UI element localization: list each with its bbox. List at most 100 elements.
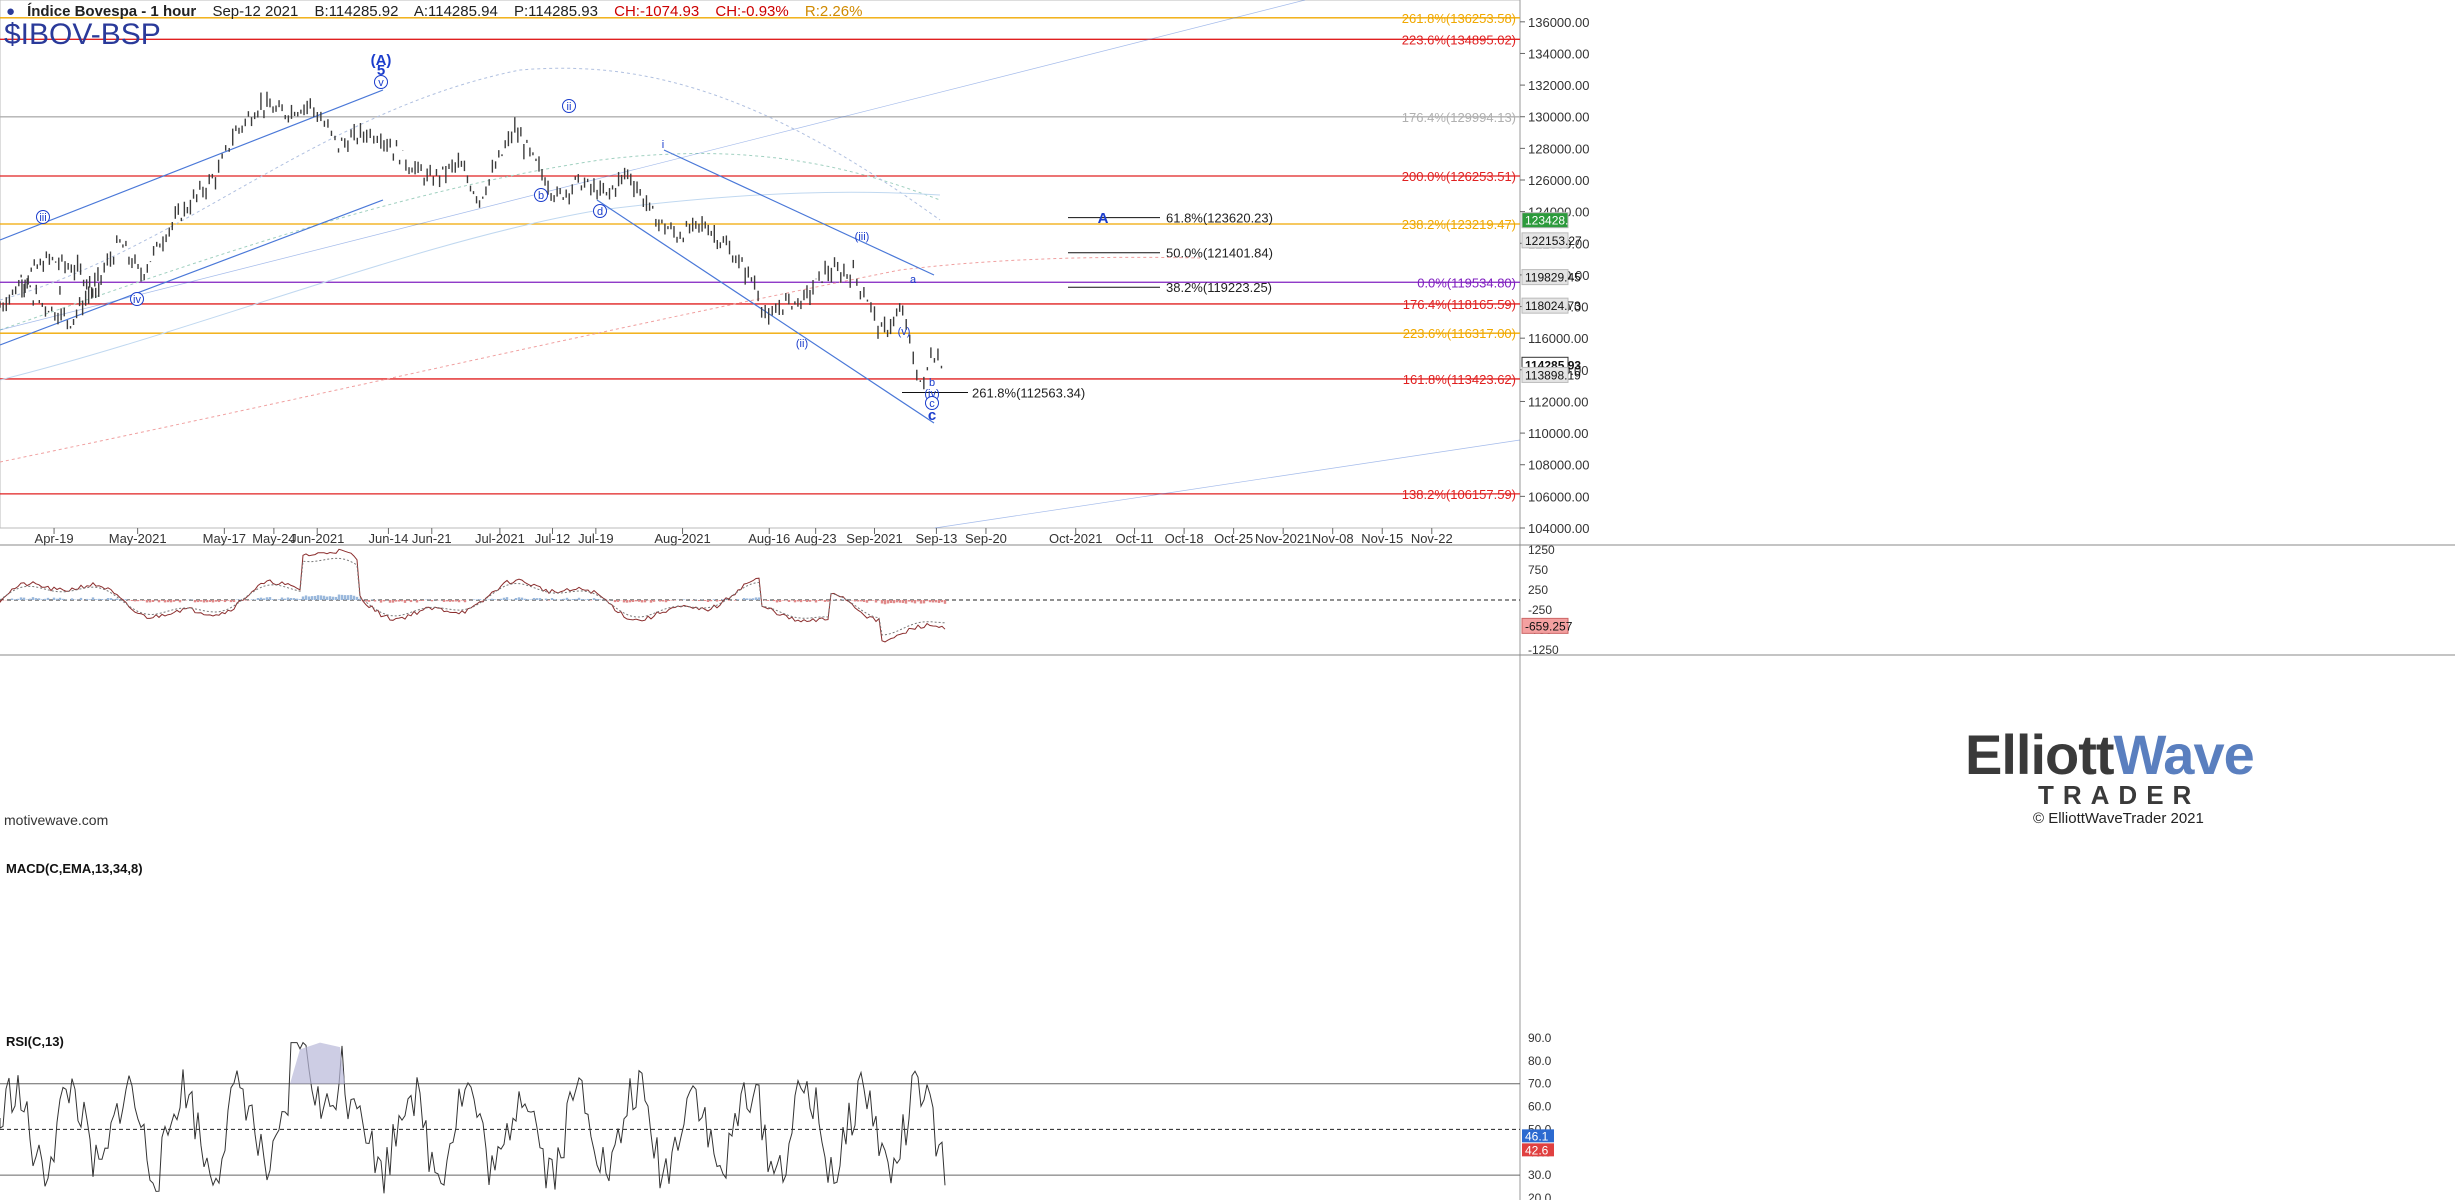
y-tick-label: 128000.00 [1528, 141, 1589, 156]
wave-label: ii [567, 101, 572, 113]
wave-label: v [378, 77, 384, 89]
x-tick-label: Oct-18 [1165, 531, 1204, 546]
logo-trader: TRADER [2038, 780, 2201, 810]
x-tick-label: May-17 [203, 531, 246, 546]
x-tick-label: Nov-2021 [1255, 531, 1311, 546]
wave-circle [534, 188, 548, 202]
wave-label: d [597, 206, 603, 218]
price-tag [1521, 297, 1569, 314]
fib-target-label: 50.0%(121401.84) [1166, 246, 1273, 261]
wave-label: (iii) [855, 231, 870, 243]
wave-circle [925, 396, 939, 410]
price-bars [0, 91, 943, 390]
channel-line [934, 439, 1521, 529]
rsi-overbought-fill [290, 1042, 345, 1084]
x-tick-label: Oct-11 [1116, 531, 1154, 546]
watermark: motivewave.com [4, 812, 109, 828]
quote-ask: A:114285.94 [413, 3, 498, 20]
y-tick-label: 136000.00 [1528, 15, 1589, 30]
fib-target-label: 61.8%(123620.23) [1166, 211, 1273, 226]
copyright: © ElliottWaveTrader 2021 [2033, 810, 2204, 827]
macd-value-label: -659.257 [1525, 619, 1573, 633]
rsi-value-label: 46.1 [1525, 1129, 1549, 1143]
x-tick-label: Aug-2021 [654, 531, 710, 546]
price-tag [1521, 232, 1569, 249]
price-tag-label: 118024.73 [1525, 299, 1581, 313]
x-tick-label: Jun-21 [412, 531, 452, 546]
ma-curve [0, 191, 941, 381]
rsi-value-tag [1522, 1143, 1554, 1157]
macd-tick-label: -1250 [1528, 643, 1559, 657]
quote-range: R:2.26% [804, 3, 863, 20]
quote-price: P:114285.93 [513, 3, 598, 20]
fib-level-label: 223.6%(134895.02) [1402, 32, 1516, 47]
x-tick-label: Nov-08 [1312, 531, 1354, 546]
x-tick-label: Sep-13 [915, 531, 957, 546]
symbol-label: $IBOV-BSP [4, 18, 161, 51]
rsi-tick-label: 90.0 [1528, 1031, 1552, 1045]
wave-circle [130, 292, 144, 306]
price-tag-label: 113898.19 [1525, 368, 1581, 382]
wave-label: (A) [371, 52, 392, 69]
fib-level-label: 200.0%(126253.51) [1402, 169, 1516, 184]
y-tick-label: 126000.00 [1528, 173, 1589, 188]
x-tick-label: Sep-20 [965, 531, 1007, 546]
quote-change: CH:-1074.93 [614, 3, 700, 20]
y-tick-label: 116000.00 [1528, 331, 1589, 346]
x-tick-label: Nov-15 [1361, 531, 1403, 546]
rsi-tick-label: 60.0 [1528, 1100, 1552, 1114]
rsi-line [0, 1041, 946, 1194]
fib-level-label: 238.2%(123219.47) [1402, 217, 1516, 232]
rsi-panel: 90.080.070.060.050.040.030.020.046.142.6 [0, 1031, 1554, 1200]
rsi-tick-label: 80.0 [1528, 1054, 1552, 1068]
fib-level-label: 138.2%(106157.59) [1402, 487, 1516, 502]
macd-value-tag [1521, 617, 1569, 634]
quote-bid: B:114285.92 [314, 3, 399, 20]
wave-label: (iv) [924, 388, 939, 400]
price-tag [1521, 212, 1569, 229]
fib-target-label: 261.8%(112563.34) [972, 386, 1085, 401]
elliottwave-logo: ElliottWave [1965, 722, 2255, 787]
channel-line [0, 199, 384, 346]
y-tick-label: 106000.00 [1528, 489, 1589, 504]
macd-title: MACD(C,EMA,13,34,8) [6, 861, 143, 876]
macd-tick-label: 1250 [1528, 543, 1555, 557]
fib-level-label: 176.4%(129994.13) [1402, 110, 1516, 125]
wave-label: A [1098, 210, 1109, 227]
y-tick-label: 134000.00 [1528, 46, 1589, 61]
x-tick-label: Jul-2021 [475, 531, 525, 546]
quote-change-pct: CH:-0.93% [715, 3, 789, 20]
wave-label: a [910, 274, 917, 286]
wave-label: b [538, 190, 544, 202]
y-tick-label: 130000.00 [1528, 110, 1589, 125]
fib-target-label: 38.2%(119223.25) [1166, 280, 1272, 295]
x-tick-label: Oct-2021 [1049, 531, 1102, 546]
fib-level-label: 261.8%(136253.58) [1402, 11, 1516, 26]
wave-label: b [929, 377, 935, 389]
rsi-value-tag [1522, 1129, 1554, 1143]
x-tick-label: Oct-25 [1214, 531, 1253, 546]
x-tick-label: Jun-2021 [290, 531, 344, 546]
x-tick-label: Jun-14 [369, 531, 409, 546]
x-tick-label: May-2021 [109, 531, 167, 546]
rsi-tick-label: 20.0 [1528, 1191, 1552, 1200]
price-tag [1521, 366, 1569, 383]
wave-circle [36, 210, 50, 224]
wave-label: i [662, 139, 664, 151]
y-tick-label: 112000.00 [1528, 394, 1589, 409]
rsi-value-label: 42.6 [1525, 1143, 1549, 1157]
macd-signal-line [0, 557, 946, 636]
fib-level-label: 0.0%(119534.80) [1417, 275, 1516, 290]
x-tick-label: May-24 [252, 531, 295, 546]
x-tick-label: Sep-2021 [846, 531, 902, 546]
y-tick-label: 132000.00 [1528, 78, 1589, 93]
x-tick-label: Jul-19 [578, 531, 613, 546]
wave-label: (v) [898, 326, 911, 338]
macd-tick-label: 750 [1528, 563, 1548, 577]
quote-bar: ● Índice Bovespa - 1 hour Sep-12 2021 B:1… [6, 3, 874, 20]
wave-label: iii [39, 212, 46, 224]
x-tick-label: Aug-16 [748, 531, 790, 546]
channel-line [663, 149, 935, 276]
